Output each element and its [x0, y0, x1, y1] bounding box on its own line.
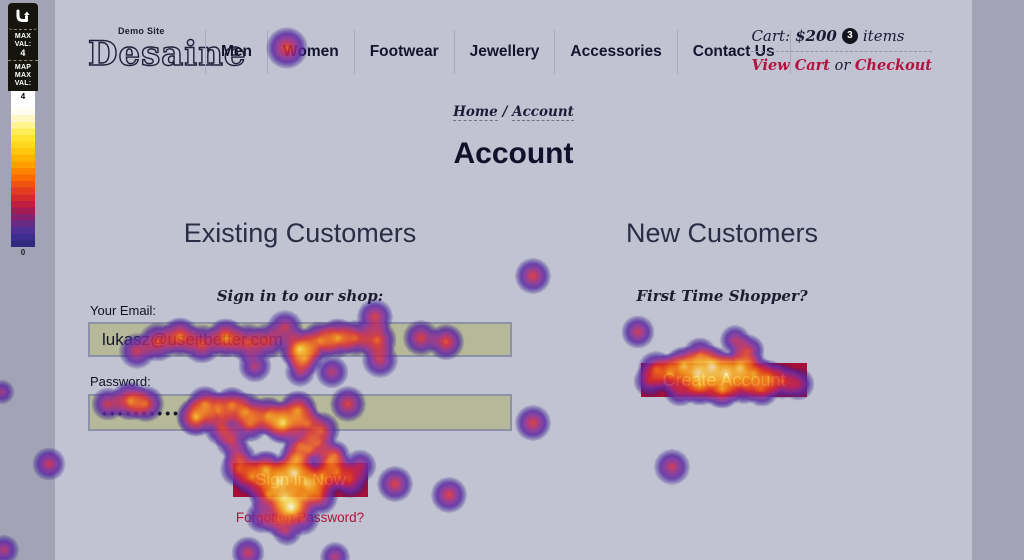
useitbetter-logo-icon[interactable] — [8, 3, 38, 30]
map-max-val-section: MAP MAX VAL: — [8, 60, 38, 91]
sign-in-button[interactable]: Sign in Now — [233, 463, 368, 497]
nav-item-footwear[interactable]: Footwear — [353, 30, 454, 74]
cart-or-text: or — [834, 58, 851, 74]
map-max-val-label: MAP MAX VAL: — [14, 64, 32, 87]
nav-item-jewellery[interactable]: Jewellery — [453, 30, 555, 74]
view-cart-link[interactable]: View Cart — [751, 57, 830, 74]
breadcrumb-home-link[interactable]: Home — [453, 104, 498, 121]
heatmap-scale: 4 0 — [11, 91, 35, 257]
breadcrumb-current-link[interactable]: Account — [512, 104, 574, 121]
forgot-password-link[interactable]: Forgotten Password? — [235, 510, 365, 525]
scale-max-label: 4 — [11, 91, 35, 102]
password-label: Password: — [90, 374, 151, 389]
page-title: Account — [453, 137, 574, 170]
cart-summary: Cart: $200 3 items View Cart or Checkout — [751, 27, 932, 74]
heatmap-color-scale — [11, 102, 35, 247]
max-val-label: MAX VAL: — [14, 33, 32, 48]
nav-item-women[interactable]: Women — [267, 30, 354, 74]
heatmap-legend: MAX VAL: 4 MAP MAX VAL: 4 0 — [8, 3, 38, 257]
max-val-value: 4 — [20, 48, 26, 58]
forgot-password-row: Forgotten Password? — [88, 509, 512, 527]
email-field[interactable] — [88, 322, 512, 357]
new-customers-heading: New Customers — [625, 218, 819, 248]
cart-items-label: items — [862, 27, 905, 45]
cart-links-line: View Cart or Checkout — [751, 52, 932, 74]
main-nav: Men Women Footwear Jewellery Accessories… — [205, 30, 791, 74]
max-val-section: MAX VAL: 4 — [8, 30, 38, 60]
breadcrumb: Home / Account — [55, 104, 972, 121]
breadcrumb-separator: / — [497, 104, 513, 120]
heatmap-legend-panel: MAX VAL: 4 MAP MAX VAL: — [8, 3, 38, 91]
email-label: Your Email: — [90, 303, 156, 318]
scale-min-label: 0 — [20, 248, 26, 257]
page-content: Demo Site Desaine Men Women Footwear Jew… — [55, 0, 972, 560]
nav-item-accessories[interactable]: Accessories — [554, 30, 676, 74]
nav-item-men[interactable]: Men — [205, 30, 267, 74]
register-subheading: First Time Shopper? — [636, 287, 808, 305]
cart-items-badge: 3 — [841, 28, 858, 44]
cart-label: Cart: — [751, 27, 791, 45]
existing-customers-heading: Existing Customers — [183, 218, 417, 248]
useitbetter-logo-glyph — [16, 9, 30, 22]
existing-customers-section: Existing Customers Sign in to our shop: — [88, 218, 512, 305]
checkout-link[interactable]: Checkout — [854, 57, 932, 74]
new-customers-section: New Customers First Time Shopper? — [512, 218, 932, 305]
cart-status-line: Cart: $200 3 items — [751, 27, 932, 52]
create-account-button[interactable]: Create Account — [641, 363, 807, 397]
password-field[interactable] — [88, 394, 512, 431]
cart-amount: $200 — [795, 27, 837, 45]
